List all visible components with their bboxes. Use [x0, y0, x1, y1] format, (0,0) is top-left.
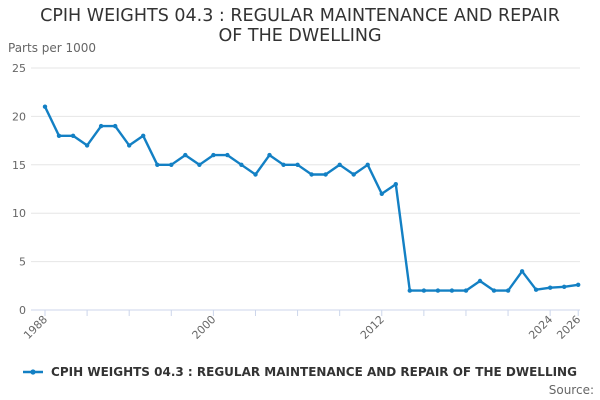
x-axis-tick-label: 2024: [526, 313, 555, 342]
data-point-marker: [127, 143, 132, 148]
data-point-marker: [225, 152, 230, 158]
data-point-marker: [449, 288, 455, 293]
data-point-marker: [42, 104, 48, 109]
data-point-marker: [477, 278, 483, 284]
data-point-marker: [337, 162, 342, 167]
y-axis-tick-label: 10: [12, 207, 26, 220]
data-point-marker: [393, 182, 398, 187]
data-point-marker: [141, 133, 146, 138]
line-chart-svg: 0 5 10 15 20 25 1988 2000 2012 2024 2026: [12, 62, 583, 342]
y-axis-unit-label: Parts per 1000: [8, 41, 97, 55]
data-point-marker: [183, 152, 188, 158]
y-axis-tick-label: 20: [12, 110, 26, 123]
y-axis-tick-label: 0: [19, 304, 26, 317]
data-point-marker: [211, 152, 216, 158]
data-point-marker: [98, 123, 104, 129]
legend-series-marker-icon: [23, 369, 44, 375]
y-axis-tick-label: 25: [12, 62, 26, 75]
data-point-marker: [435, 288, 441, 293]
data-point-marker: [239, 162, 244, 167]
data-point-marker: [421, 288, 427, 293]
x-axis-tick-label: 2000: [190, 313, 219, 342]
data-point-marker: [505, 288, 511, 293]
data-point-marker: [576, 282, 581, 287]
data-point-marker: [267, 152, 272, 158]
data-point-marker: [253, 172, 258, 177]
legend-series-label: CPIH WEIGHTS 04.3 : REGULAR MAINTENANCE …: [51, 365, 577, 379]
data-point-marker: [562, 284, 567, 289]
x-axis-tick-label: 2012: [358, 313, 387, 342]
x-axis-tick-label: 2026: [554, 313, 583, 342]
data-point-marker: [463, 288, 469, 293]
source-label: Source:: [548, 383, 594, 397]
data-point-marker: [533, 287, 539, 292]
data-point-marker: [365, 162, 370, 167]
data-point-marker: [407, 288, 412, 293]
data-point-marker: [169, 162, 174, 167]
y-axis-tick-label: 5: [19, 256, 26, 269]
data-point-marker: [56, 133, 62, 138]
data-point-marker: [548, 285, 553, 290]
data-point-marker: [155, 162, 160, 167]
data-point-marker: [309, 172, 314, 177]
data-point-marker: [113, 123, 118, 129]
data-point-marker: [70, 133, 76, 138]
data-point-marker: [295, 162, 300, 167]
y-axis-tick-label: 15: [12, 159, 26, 172]
chart-title: CPIH WEIGHTS 04.3 : REGULAR MAINTENANCE …: [40, 6, 560, 46]
data-point-marker: [379, 191, 384, 196]
series-line: [43, 105, 580, 292]
data-point-marker: [491, 288, 497, 293]
data-point-marker: [323, 172, 328, 177]
x-axis-tick-label: 1988: [21, 313, 50, 342]
data-point-marker: [197, 162, 202, 167]
data-point-marker: [84, 143, 90, 148]
legend[interactable]: CPIH WEIGHTS 04.3 : REGULAR MAINTENANCE …: [0, 365, 600, 379]
data-point-marker: [281, 162, 286, 167]
data-point-marker: [519, 269, 525, 274]
data-point-marker: [351, 172, 356, 177]
